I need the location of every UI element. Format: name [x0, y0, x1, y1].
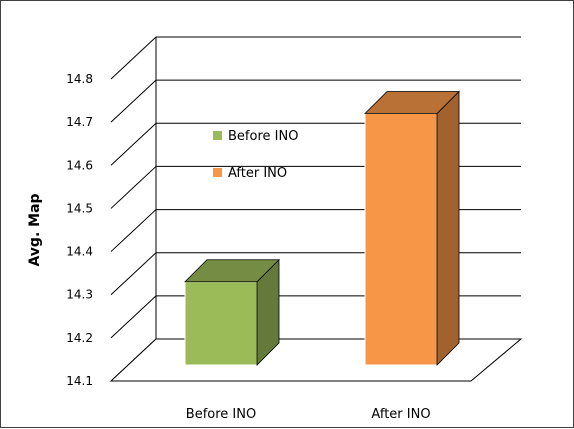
- y-axis-ticks: 14.1 14.2 14.3 14.4 14.5 14.6 14.7 14.8: [66, 72, 93, 388]
- y-axis-label: Avg. Map: [27, 193, 43, 266]
- x-tick-label: After INO: [371, 407, 430, 422]
- legend-swatch: [213, 131, 222, 140]
- y-tick-label: 14.2: [66, 331, 93, 345]
- bars: [184, 90, 460, 366]
- legend-swatch: [213, 168, 222, 177]
- bar-top: [184, 259, 280, 283]
- gridline-side: [110, 79, 157, 123]
- gridline-side: [110, 209, 157, 252]
- x-tick-label: Before INO: [186, 407, 256, 422]
- bar-side: [436, 90, 460, 366]
- bar-before-ino: [184, 258, 280, 366]
- gridline-side: [110, 36, 157, 80]
- y-tick-label: 14.8: [66, 72, 93, 86]
- gridlines: [109, 36, 523, 382]
- bar-after-ino: [364, 90, 460, 366]
- gridline-side: [110, 122, 157, 166]
- y-tick-label: 14.4: [66, 245, 93, 259]
- chart-floor: [109, 338, 523, 382]
- gridline-side: [110, 295, 157, 339]
- y-tick-label: 14.3: [66, 288, 93, 302]
- gridline-side: [110, 166, 157, 209]
- y-tick-label: 14.6: [66, 158, 93, 172]
- y-tick-label: 14.5: [66, 201, 93, 215]
- bar-front: [184, 281, 258, 366]
- y-tick-label: 14.7: [66, 115, 93, 129]
- legend-label: Before INO: [228, 129, 298, 144]
- legend: Before INO After INO: [213, 129, 298, 181]
- bar-top: [364, 91, 460, 114]
- bar-front: [364, 113, 438, 366]
- legend-label: After INO: [228, 166, 287, 181]
- y-tick-label: 14.1: [66, 374, 93, 388]
- gridline-side: [110, 252, 157, 296]
